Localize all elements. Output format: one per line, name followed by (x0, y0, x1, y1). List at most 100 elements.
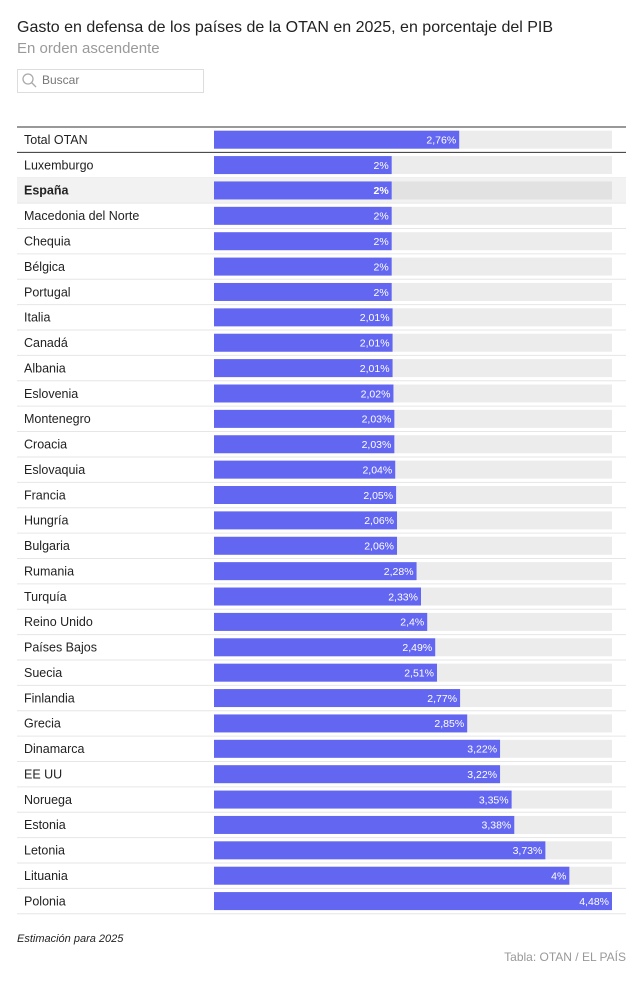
row-label: Rumania (24, 564, 74, 578)
value-label: 2% (373, 160, 388, 172)
value-label: 3,22% (467, 744, 497, 756)
bar (214, 308, 393, 327)
bar (214, 587, 421, 606)
bar (214, 663, 437, 682)
value-label: 3,38% (481, 820, 511, 832)
value-label: 2,33% (388, 591, 418, 603)
search-icon (22, 73, 34, 85)
value-label: 2% (373, 211, 388, 223)
row-label: España (24, 184, 70, 198)
bar (214, 257, 392, 276)
row-label: Croacia (24, 438, 67, 452)
row-label: Italia (24, 311, 50, 325)
bar (214, 181, 392, 200)
row-label: Total OTAN (24, 133, 88, 147)
value-label: 2,04% (362, 464, 392, 476)
bar (214, 892, 612, 911)
row-label: Hungría (24, 514, 69, 528)
bar (214, 460, 396, 479)
bar (214, 333, 393, 352)
row-label: EE UU (24, 767, 62, 781)
value-label: 2,4% (400, 617, 424, 629)
row-label: Macedonia del Norte (24, 209, 139, 223)
value-label: 2,02% (361, 388, 391, 400)
chart-subtitle: En orden ascendente (17, 40, 160, 57)
row-label: Dinamarca (24, 742, 84, 756)
value-label: 2% (373, 287, 388, 299)
bar (214, 765, 501, 784)
bar (214, 612, 428, 631)
value-label: 2,06% (364, 541, 394, 553)
row-label: Eslovaquia (24, 463, 85, 477)
bar (214, 282, 392, 301)
value-label: 2,77% (427, 693, 457, 705)
row-label: Grecia (24, 717, 61, 731)
value-label: 3,73% (513, 845, 543, 857)
search-field[interactable] (17, 69, 204, 93)
value-label: 2,05% (363, 490, 393, 502)
value-label: 2,51% (404, 667, 434, 679)
value-label: 2,01% (360, 312, 390, 324)
bar (214, 409, 395, 428)
value-label: 4% (551, 870, 566, 882)
bar (214, 486, 397, 505)
row-label: Países Bajos (24, 641, 97, 655)
search-box[interactable]: Buscar (17, 69, 204, 93)
search-placeholder: Buscar (42, 73, 79, 87)
value-label: 2,06% (364, 515, 394, 527)
row-label: Luxemburgo (24, 158, 94, 172)
value-label: 2,28% (384, 566, 414, 578)
value-label: 2% (373, 261, 388, 273)
row-label: Canadá (24, 336, 68, 350)
bar (214, 815, 515, 834)
row-label: Bulgaria (24, 539, 70, 553)
bar (214, 562, 417, 581)
value-label: 2,85% (434, 718, 464, 730)
row-label: Albania (24, 361, 66, 375)
value-label: 2,76% (426, 134, 456, 146)
bar (214, 384, 394, 403)
bar (214, 435, 395, 454)
bar (214, 232, 392, 251)
row-label: Polonia (24, 894, 66, 908)
bar (214, 638, 436, 657)
row-label: Letonia (24, 844, 65, 858)
row-label: Estonia (24, 818, 66, 832)
footnote: Estimación para 2025 (17, 933, 124, 945)
bar (214, 689, 461, 708)
row-label: Montenegro (24, 412, 91, 426)
row-label: Lituania (24, 869, 68, 883)
row-label: Eslovenia (24, 387, 78, 401)
chart-title: Gasto en defensa de los países de la OTA… (17, 19, 553, 36)
bar (214, 359, 393, 378)
row-label: Suecia (24, 666, 62, 680)
value-label: 3,35% (479, 794, 509, 806)
bar (214, 130, 460, 149)
value-label: 3,22% (467, 769, 497, 781)
bar (214, 739, 501, 758)
bar (214, 511, 398, 530)
value-label: 2,49% (402, 642, 432, 654)
row-label: Bélgica (24, 260, 65, 274)
bar (214, 790, 512, 809)
row-label: Portugal (24, 285, 71, 299)
row-label: Reino Unido (24, 615, 93, 629)
bar (214, 206, 392, 225)
row-label: Noruega (24, 793, 72, 807)
value-label: 2,03% (362, 439, 392, 451)
row-label: Francia (24, 488, 66, 502)
bar (214, 156, 392, 175)
bar (214, 841, 546, 860)
source: Tabla: OTAN / EL PAÍS (504, 949, 626, 964)
bar (214, 536, 398, 555)
row-label: Turquía (24, 590, 67, 604)
value-label: 2,01% (360, 338, 390, 350)
value-label: 2,03% (362, 414, 392, 426)
search-icon (31, 82, 37, 88)
value-label: 2% (373, 185, 389, 197)
value-label: 2% (373, 236, 388, 248)
value-label: 2,01% (360, 363, 390, 375)
row-label: Finlandia (24, 691, 75, 705)
value-label: 4,48% (579, 896, 609, 908)
